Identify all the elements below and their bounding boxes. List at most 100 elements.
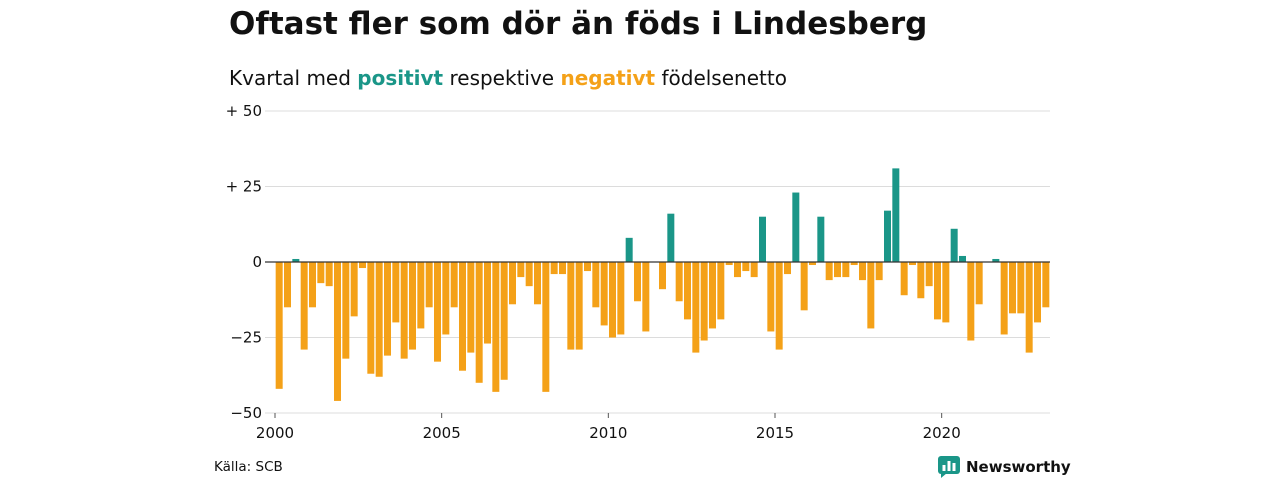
brand-name: Newsworthy (966, 458, 1071, 476)
bar (617, 262, 625, 335)
x-tick-label: 2020 (923, 424, 961, 442)
y-tick-label: −50 (230, 404, 262, 422)
bars (265, 168, 1050, 401)
bar (942, 262, 950, 323)
bar (600, 262, 608, 326)
bar (992, 258, 1000, 262)
bar (284, 262, 291, 308)
bar (892, 168, 900, 262)
y-tick-label: + 25 (226, 178, 262, 196)
bar (784, 262, 791, 275)
bar (900, 262, 908, 296)
bar (509, 262, 516, 305)
bar (859, 262, 866, 281)
x-tick-label: 2005 (423, 424, 461, 442)
bar (609, 262, 616, 338)
bar (292, 258, 300, 262)
bar (575, 262, 583, 350)
x-tick-label: 2015 (756, 424, 794, 442)
bar (734, 262, 741, 278)
bar (792, 192, 800, 262)
bar (500, 262, 508, 380)
bar (675, 262, 683, 302)
bar (425, 262, 433, 308)
bar (442, 262, 450, 335)
bar (634, 262, 641, 302)
bar (592, 262, 600, 308)
bar (867, 262, 875, 329)
bar (475, 262, 483, 383)
bar (459, 262, 466, 371)
bar (359, 262, 366, 269)
bar (725, 262, 733, 266)
bar (409, 262, 416, 350)
bar (975, 262, 983, 305)
bar (1042, 262, 1050, 308)
bar (350, 262, 358, 317)
bar (384, 262, 391, 356)
subtitle-positive-word: positivt (357, 66, 444, 90)
y-tick-label: −25 (230, 329, 262, 347)
bar (467, 262, 475, 353)
bar (1034, 262, 1041, 323)
bar (842, 262, 850, 278)
bar (1000, 262, 1008, 335)
bar (584, 262, 591, 272)
bar (909, 262, 916, 266)
bar (659, 262, 666, 290)
bar (692, 262, 700, 353)
bar (759, 216, 766, 262)
bar (309, 262, 316, 308)
bar (625, 237, 633, 262)
bar (1017, 262, 1025, 314)
bar (934, 262, 941, 320)
bar (367, 262, 375, 374)
bar (492, 262, 500, 392)
x-tick-label: 2010 (589, 424, 627, 442)
bar (884, 210, 891, 262)
y-axis-labels: + 50 + 25 0 −25 −50 (226, 102, 262, 422)
bar (800, 262, 808, 311)
bar (667, 213, 675, 262)
bar (550, 262, 558, 275)
bar (567, 262, 575, 350)
bar (950, 228, 958, 262)
bar (1025, 262, 1033, 353)
bar (959, 255, 966, 262)
bar (400, 262, 408, 359)
bar (517, 262, 525, 278)
x-tick-label: 2000 (256, 424, 294, 442)
bar (300, 262, 308, 350)
subtitle-negative-word: negativt (560, 66, 656, 90)
bar (325, 262, 333, 287)
bar (742, 262, 750, 272)
subtitle-suffix: födelsenetto (655, 66, 787, 90)
bar (825, 262, 833, 281)
bar (642, 262, 650, 332)
newsworthy-logo-icon (938, 456, 960, 478)
bar (275, 262, 283, 389)
subtitle-middle: respektive (443, 66, 561, 90)
bar (450, 262, 458, 308)
bar (775, 262, 783, 350)
bar (342, 262, 350, 359)
bar (967, 262, 975, 341)
subtitle-prefix: Kvartal med (229, 66, 358, 90)
bar (542, 262, 550, 392)
y-tick-label: + 50 (226, 102, 262, 120)
chart-subtitle: Kvartal med positivt respektive negativt… (229, 66, 787, 90)
bar (834, 262, 841, 278)
bar (750, 262, 758, 278)
bar (925, 262, 933, 287)
bar (534, 262, 541, 305)
bar (484, 262, 491, 344)
bar (767, 262, 775, 332)
bar (875, 262, 883, 281)
bar (700, 262, 708, 341)
bar (375, 262, 383, 377)
bar (717, 262, 725, 320)
bar (434, 262, 441, 362)
chart-title: Oftast fler som dör än föds i Lindesberg (229, 6, 928, 42)
bar (809, 262, 816, 266)
